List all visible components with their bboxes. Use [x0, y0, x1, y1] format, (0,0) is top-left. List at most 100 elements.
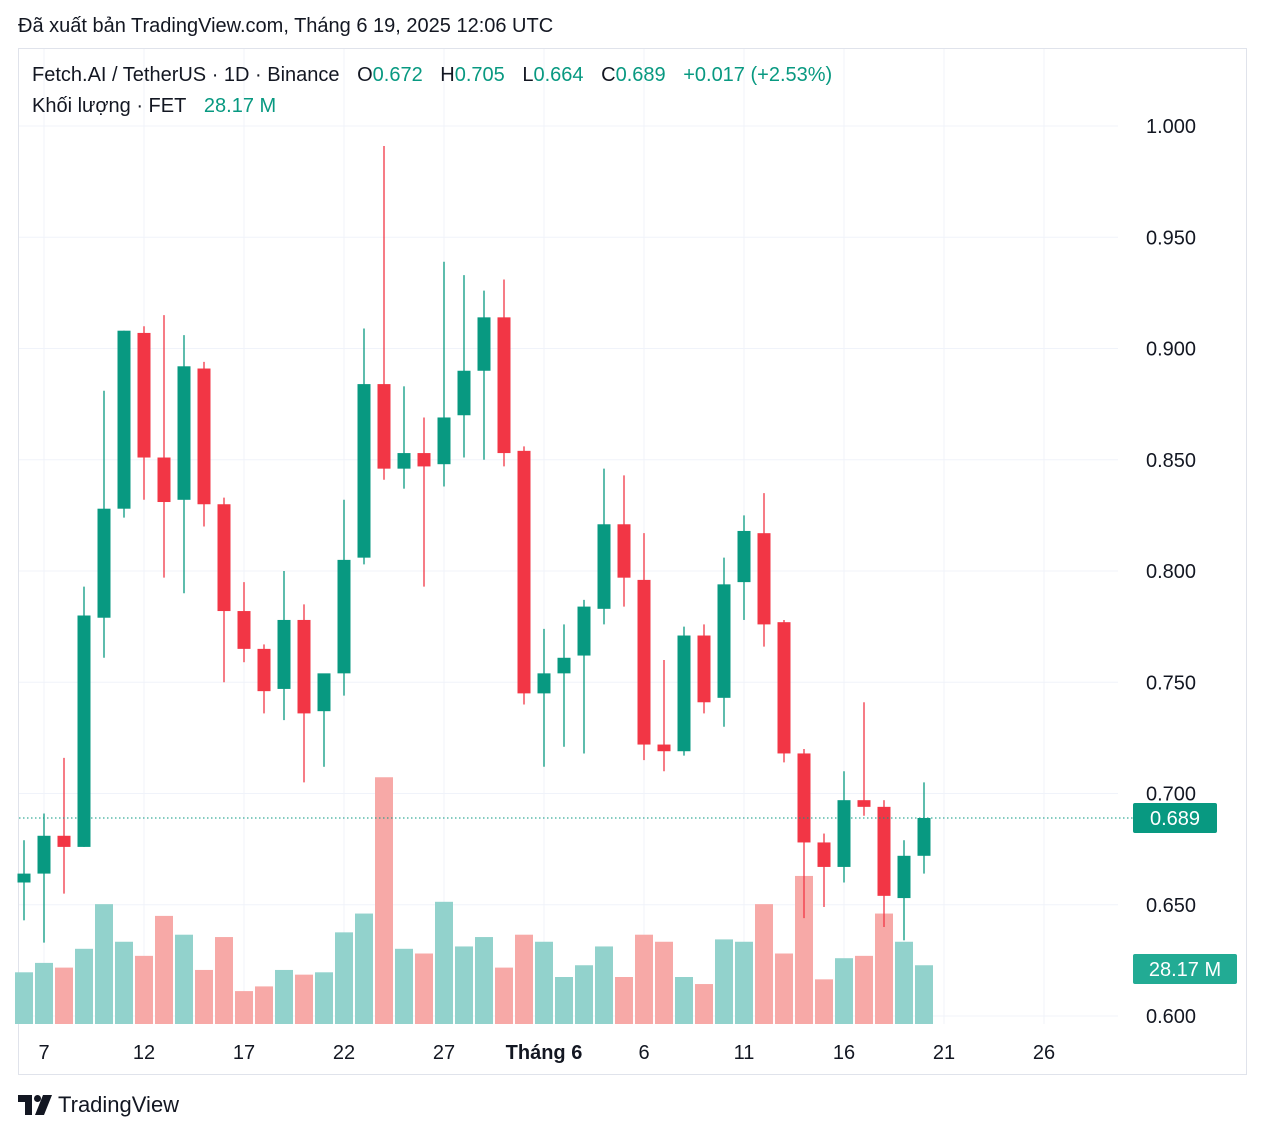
y-tick-label: 0.700 [1146, 784, 1196, 806]
volume-bar [75, 948, 93, 1024]
candle-body [657, 744, 671, 752]
volume-bar [135, 955, 153, 1024]
x-tick-label: Tháng 6 [506, 1042, 583, 1064]
candle-body [397, 453, 411, 469]
last-volume-label: 28.17 M [1149, 959, 1221, 981]
candle-body [877, 806, 891, 896]
y-tick-label: 0.600 [1146, 1006, 1196, 1028]
x-tick-label: 6 [638, 1042, 649, 1064]
candle-body [417, 453, 431, 467]
y-tick-label: 0.900 [1146, 339, 1196, 361]
candle-body [497, 317, 511, 454]
x-tick-label: 11 [734, 1042, 755, 1064]
candle-body [477, 317, 491, 371]
y-tick-label: 1.000 [1146, 116, 1196, 138]
y-tick-label: 0.800 [1146, 561, 1196, 583]
last-volume-tag [1133, 954, 1237, 984]
x-tick-label: 21 [933, 1042, 955, 1064]
legend-symbol[interactable]: Fetch.AI / TetherUS · 1D · Binance [32, 64, 340, 86]
candle-body [557, 657, 571, 674]
volume-bar [55, 967, 73, 1024]
candle-body [17, 873, 31, 883]
candle-body [157, 457, 171, 503]
volume-bar [875, 913, 893, 1024]
volume-bar [895, 941, 913, 1024]
volume-bar [575, 965, 593, 1024]
volume-bar [915, 965, 933, 1024]
volume-bar [235, 991, 253, 1024]
volume-bar [655, 941, 673, 1024]
candle-body [117, 330, 131, 509]
volume-legend-value: 28.17 M [203, 95, 277, 117]
volume-bar [35, 962, 53, 1024]
legend-high-label: H [440, 64, 455, 86]
volume-bar [795, 875, 813, 1024]
candle-body [357, 384, 371, 558]
candle-body [137, 332, 151, 458]
volume-bar [115, 941, 133, 1024]
volume-bar [155, 915, 173, 1024]
volume-bar [735, 941, 753, 1024]
legend-open-label: O [357, 64, 373, 86]
volume-bar [95, 904, 113, 1024]
volume-bar [175, 934, 193, 1024]
candle-body [597, 524, 611, 609]
volume-bar [555, 977, 573, 1024]
volume-bar [755, 904, 773, 1024]
candle-body [637, 579, 651, 745]
volume-bar [815, 979, 833, 1024]
candle-body [257, 648, 271, 692]
legend-close-value: 0.689 [615, 64, 666, 86]
volume-bar [275, 969, 293, 1024]
x-tick-label: 22 [333, 1042, 355, 1064]
volume-bar [595, 946, 613, 1024]
x-tick-label: 12 [133, 1042, 155, 1064]
volume-bar [435, 901, 453, 1024]
legend-high-value: 0.705 [454, 64, 505, 86]
y-tick-label: 0.850 [1146, 450, 1196, 472]
legend-close-label: C [601, 64, 616, 86]
volume-bar [615, 977, 633, 1024]
x-tick-label: 27 [433, 1042, 455, 1064]
candle-body [77, 615, 91, 847]
candle-body [777, 622, 791, 754]
volume-bar [195, 969, 213, 1024]
candle-body [37, 835, 51, 874]
x-tick-label: 7 [38, 1042, 49, 1064]
x-tick-label: 16 [833, 1042, 855, 1064]
volume-bar [695, 984, 713, 1024]
candle-body [917, 817, 931, 856]
volume-bar [855, 955, 873, 1024]
volume-bar [335, 932, 353, 1024]
published-info: Đã xuất bản TradingView.com, Tháng 6 19,… [18, 15, 554, 37]
candle-body [677, 635, 691, 752]
y-tick-label: 0.750 [1146, 672, 1196, 694]
candle-body [617, 524, 631, 578]
candle-body [297, 619, 311, 714]
candle-body [697, 635, 711, 703]
candle-body [437, 417, 451, 465]
legend-change: +0.017 (+2.53%) [683, 64, 833, 86]
volume-bar [415, 953, 433, 1024]
legend-open-value: 0.672 [372, 64, 423, 86]
volume-bar [375, 777, 393, 1024]
volume-legend: Khối lượng · FET 28.17 M [32, 95, 276, 118]
volume-bar [295, 974, 313, 1024]
candle-body [197, 368, 211, 505]
volume-bar [475, 937, 493, 1024]
candle-body [517, 450, 531, 694]
candle-body [177, 366, 191, 500]
volume-bar [635, 934, 653, 1024]
volume-bar [395, 948, 413, 1024]
volume-bar [515, 934, 533, 1024]
candle-body [277, 619, 291, 689]
candle-body [237, 611, 251, 649]
volume-bar [775, 953, 793, 1024]
candle-body [737, 530, 751, 583]
volume-legend-label[interactable]: Khối lượng · FET [32, 95, 187, 117]
x-tick-label: 26 [1033, 1042, 1055, 1064]
candle-body [337, 559, 351, 674]
volume-bar [215, 937, 233, 1024]
footer-brand[interactable]: TradingView [18, 1092, 179, 1118]
